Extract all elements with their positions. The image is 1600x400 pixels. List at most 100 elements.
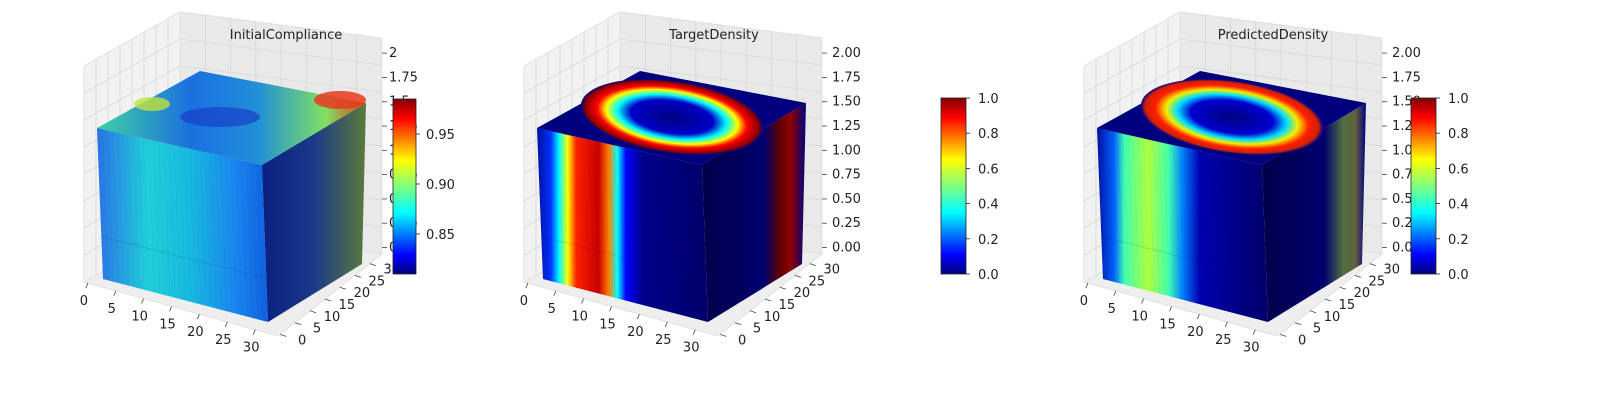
cell-edge — [1246, 161, 1253, 318]
colorbar-tick-label: 0.0 — [1448, 268, 1469, 283]
cell-edge — [117, 132, 124, 285]
cell-edge — [184, 147, 191, 302]
x-tick-label: 5 — [108, 302, 116, 317]
cube-side-face — [1262, 103, 1366, 322]
cell-edge — [1101, 129, 1109, 281]
colorbar-gradient — [940, 97, 967, 275]
grid-line — [1083, 38, 1383, 94]
colorbar-gradient — [1410, 97, 1437, 275]
z-tick-label: 1.50 — [832, 95, 861, 110]
cell-edge — [1132, 136, 1140, 289]
cell-edge — [1112, 131, 1119, 284]
cell-edge — [603, 143, 611, 297]
cell-edge — [1163, 143, 1171, 297]
cell-edge — [1204, 152, 1212, 308]
y-tick-label: 0 — [298, 333, 306, 348]
cell-edge — [1148, 139, 1155, 293]
y-tick — [809, 263, 816, 267]
cell-edge — [1241, 160, 1248, 317]
cell-edge — [112, 131, 119, 284]
x-tick — [1252, 329, 1256, 335]
cell-edge — [691, 162, 698, 320]
colorbar-tick-label: 0.8 — [1448, 127, 1469, 142]
colorbar-tick-label: 0.6 — [978, 162, 999, 177]
cell-edge — [1143, 138, 1150, 292]
z-tick-label: 0.75 — [832, 168, 861, 183]
y-tick-label: 20 — [354, 286, 371, 301]
x-tick — [169, 306, 172, 312]
colorbar-tick-label: 0.90 — [426, 178, 455, 193]
cell-edge — [148, 139, 155, 293]
colorbar-tick-label: 0.95 — [426, 128, 455, 143]
colorbar-tick-label: 1.0 — [978, 92, 999, 107]
cell-edge — [686, 161, 693, 318]
y-tick — [354, 275, 361, 278]
x-tick-label: 25 — [1215, 333, 1232, 348]
cell-edge — [210, 153, 217, 309]
y-tick-label: 25 — [1369, 274, 1386, 289]
z-tick-label: 1.75 — [832, 70, 861, 85]
x-tick-label: 10 — [571, 310, 588, 325]
cell-edge — [1179, 146, 1186, 301]
y-tick-label: 10 — [324, 310, 341, 325]
colorbar: 0.0 0.2 0.4 0.6 0.8 1.0 — [940, 92, 999, 283]
y-tick-label: 15 — [1339, 298, 1356, 313]
cell-edge — [675, 159, 683, 316]
cell-edge — [588, 139, 595, 293]
cell-edge — [567, 134, 575, 288]
z-tick-label: 1.25 — [832, 119, 861, 134]
chart-title: InitialCompliance — [230, 28, 343, 43]
y-tick-label: 15 — [779, 298, 796, 313]
density-ring — [580, 79, 764, 155]
cell-edge — [1215, 154, 1222, 310]
x-tick-label: 0 — [1080, 294, 1088, 309]
x-tick-label: 0 — [520, 294, 528, 309]
y-tick — [734, 322, 742, 325]
cell-edge — [215, 154, 222, 310]
cell-edge — [644, 152, 652, 308]
cell-edge — [158, 141, 166, 296]
z-tick-label: 0.00 — [832, 241, 861, 256]
x-tick-label: 15 — [1159, 317, 1176, 332]
y-tick — [1369, 263, 1376, 267]
cell-edge — [1256, 163, 1264, 321]
cell-edge — [1153, 140, 1161, 294]
y-tick-label: 30 — [1384, 263, 1401, 278]
hotspot — [134, 97, 170, 111]
x-tick — [581, 298, 585, 304]
cell-edge — [1194, 149, 1202, 305]
x-tick-label: 0 — [80, 294, 88, 309]
z-tick-label: 1.75 — [389, 70, 418, 85]
x-tick — [1141, 298, 1145, 304]
cell-edge — [163, 143, 171, 297]
cell-edge — [696, 163, 704, 321]
y-tick — [779, 286, 787, 290]
x-tick — [609, 306, 612, 312]
cell-edge — [614, 145, 621, 300]
cell-edge — [194, 149, 202, 305]
cell-edge — [1117, 132, 1124, 285]
x-tick-label: 30 — [1243, 341, 1260, 356]
z-tick-label: 2.00 — [1392, 46, 1421, 61]
cell-edge — [598, 141, 606, 296]
y-tick — [294, 322, 302, 325]
cell-edge — [230, 158, 238, 314]
cell-edge — [541, 129, 549, 281]
y-tick-label: 25 — [809, 274, 826, 289]
y-tick-label: 5 — [313, 322, 321, 337]
cell-edge — [256, 163, 264, 321]
y-tick-label: 15 — [339, 298, 356, 313]
y-tick — [1309, 310, 1317, 314]
y-tick-label: 25 — [369, 274, 386, 289]
x-tick-label: 20 — [627, 325, 644, 340]
x-tick — [141, 298, 145, 304]
z-tick-label: 0.50 — [832, 192, 861, 207]
cell-edge — [127, 134, 135, 288]
y-tick-label: 30 — [824, 263, 841, 278]
cell-edge — [547, 130, 554, 282]
x-tick-label: 15 — [159, 317, 176, 332]
z-tick-label: 1.75 — [1392, 70, 1421, 85]
y-tick — [1354, 275, 1361, 278]
y-tick-label: 20 — [1354, 286, 1371, 301]
